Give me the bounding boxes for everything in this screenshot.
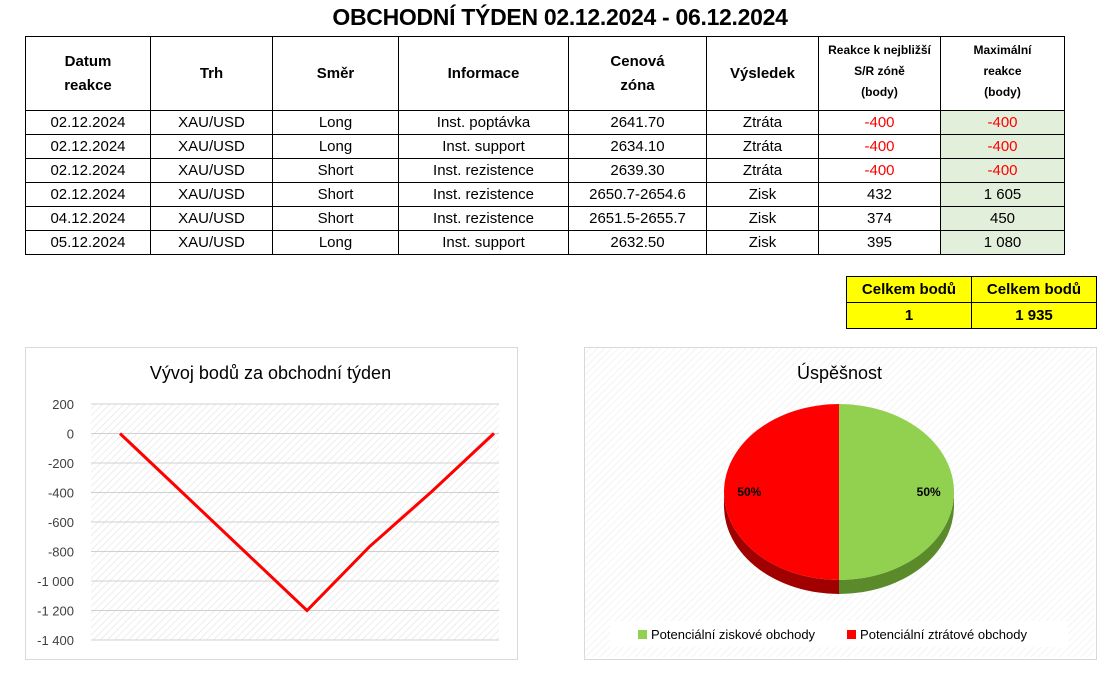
header-max-reaction: Maximální reakce (body)	[940, 36, 1065, 111]
cell-reaction: -400	[818, 110, 941, 135]
cell-direction: Short	[272, 206, 399, 231]
y-tick-label: 0	[67, 427, 74, 442]
y-tick-label: -1 400	[37, 633, 74, 648]
cell-info: Inst. rezistence	[398, 182, 569, 207]
series-line	[118, 432, 496, 613]
cell-info: Inst. rezistence	[398, 158, 569, 183]
cell-date: 02.12.2024	[25, 110, 151, 135]
table-row: 05.12.2024 XAU/USD Long Inst. support 26…	[25, 230, 1065, 255]
total-label-1: Celkem bodů	[846, 276, 972, 303]
header-reaction: Reakce k nejbližší S/R zóně (body)	[818, 36, 941, 111]
legend-item-profit: Potenciální ziskové obchody	[638, 627, 815, 642]
legend-swatch-loss	[847, 629, 857, 639]
cell-reaction: -400	[818, 134, 941, 159]
cell-zone: 2650.7-2654.6	[568, 182, 707, 207]
y-tick-label: 200	[52, 397, 74, 412]
cell-date: 02.12.2024	[25, 134, 151, 159]
cell-direction: Long	[272, 110, 399, 135]
pie-chart: 50% 50%	[585, 348, 1094, 657]
y-tick-label: -600	[48, 515, 74, 530]
cell-result: Ztráta	[706, 134, 819, 159]
cell-info: Inst. poptávka	[398, 110, 569, 135]
table-row: 02.12.2024 XAU/USD Long Inst. poptávka 2…	[25, 110, 1065, 135]
cell-info: Inst. support	[398, 230, 569, 255]
header-market: Trh	[150, 36, 273, 111]
cell-direction: Long	[272, 134, 399, 159]
header-info: Informace	[398, 36, 569, 111]
y-tick-label: -1 000	[37, 574, 74, 589]
y-tick-label: -400	[48, 486, 74, 501]
cell-date: 02.12.2024	[25, 158, 151, 183]
total-value-2: 1 935	[971, 302, 1097, 329]
table-row: 02.12.2024 XAU/USD Short Inst. rezistenc…	[25, 182, 1065, 207]
cell-date: 05.12.2024	[25, 230, 151, 255]
cell-info: Inst. support	[398, 134, 569, 159]
totals-table: Celkem bodů Celkem bodů 1 1 935	[846, 276, 1097, 329]
cell-zone: 2632.50	[568, 230, 707, 255]
cell-market: XAU/USD	[150, 182, 273, 207]
cell-zone: 2641.70	[568, 110, 707, 135]
cell-max-reaction: -400	[940, 158, 1065, 183]
cell-result: Zisk	[706, 206, 819, 231]
header-result: Výsledek	[706, 36, 819, 111]
cell-zone: 2651.5-2655.7	[568, 206, 707, 231]
cell-max-reaction: 1 605	[940, 182, 1065, 207]
pie-data-label: 50%	[917, 485, 941, 499]
header-direction: Směr	[272, 36, 399, 111]
pie-legend: Potenciální ziskové obchody Potenciální …	[610, 621, 1068, 647]
table-row: 04.12.2024 XAU/USD Short Inst. rezistenc…	[25, 206, 1065, 231]
cell-market: XAU/USD	[150, 230, 273, 255]
header-zone: Cenová zóna	[568, 36, 707, 111]
cell-info: Inst. rezistence	[398, 206, 569, 231]
cell-result: Ztráta	[706, 110, 819, 135]
legend-swatch-profit	[638, 629, 647, 639]
cell-result: Zisk	[706, 230, 819, 255]
cell-market: XAU/USD	[150, 206, 273, 231]
trades-table: Datum reakce Trh Směr Informace Cenová zón…	[25, 36, 1065, 255]
cell-direction: Long	[272, 230, 399, 255]
pie-slice	[839, 404, 954, 580]
total-label-2: Celkem bodů	[971, 276, 1097, 303]
page-title: OBCHODNÍ TÝDEN 02.12.2024 - 06.12.2024	[332, 4, 788, 30]
line-chart: 200 0 -200 -400 -600 -800 -1 000 -1 200 -1 400	[37, 397, 499, 648]
cell-direction: Short	[272, 158, 399, 183]
cell-reaction: -400	[818, 158, 941, 183]
cell-market: XAU/USD	[150, 158, 273, 183]
legend-label-loss: Potenciální ztrátové obchody	[860, 626, 1027, 642]
pie-slice	[724, 404, 839, 580]
header-date: Datum reakce	[25, 36, 151, 111]
cell-zone: 2634.10	[568, 134, 707, 159]
y-tick-label: -1 200	[37, 604, 74, 619]
pie-slice-side	[724, 492, 839, 594]
cell-market: XAU/USD	[150, 110, 273, 135]
cell-max-reaction: -400	[940, 134, 1065, 159]
cell-max-reaction: 1 080	[940, 230, 1065, 255]
cell-zone: 2639.30	[568, 158, 707, 183]
table-row: 02.12.2024 XAU/USD Long Inst. support 26…	[25, 134, 1065, 159]
cell-result: Zisk	[706, 182, 819, 207]
total-value-1: 1	[846, 302, 972, 329]
y-tick-label: -200	[48, 456, 74, 471]
pie-slice-side	[839, 492, 954, 594]
cell-market: XAU/USD	[150, 134, 273, 159]
pie-chart-title-overlay: Úspěšnost	[796, 363, 883, 383]
y-tick-label: -800	[48, 545, 74, 560]
cell-reaction: 374	[818, 206, 941, 231]
table-header-row: Datum reakce Trh Směr Informace Cenová zón…	[25, 36, 1065, 111]
cell-reaction: 432	[818, 182, 941, 207]
legend-label-profit: Potenciální ziskové obchody	[651, 626, 816, 642]
pie-data-label: 50%	[737, 485, 761, 499]
cell-max-reaction: 450	[940, 206, 1065, 231]
cell-result: Ztráta	[706, 158, 819, 183]
legend-item-loss: Potenciální ztrátové obchody	[847, 627, 1027, 642]
cell-date: 02.12.2024	[25, 182, 151, 207]
cell-direction: Short	[272, 182, 399, 207]
cell-date: 04.12.2024	[25, 206, 151, 231]
cell-max-reaction: -400	[940, 110, 1065, 135]
line-chart-title-overlay: Vývoj bodů za obchodní týden	[149, 363, 392, 383]
table-row: 02.12.2024 XAU/USD Short Inst. rezistenc…	[25, 158, 1065, 183]
cell-reaction: 395	[818, 230, 941, 255]
